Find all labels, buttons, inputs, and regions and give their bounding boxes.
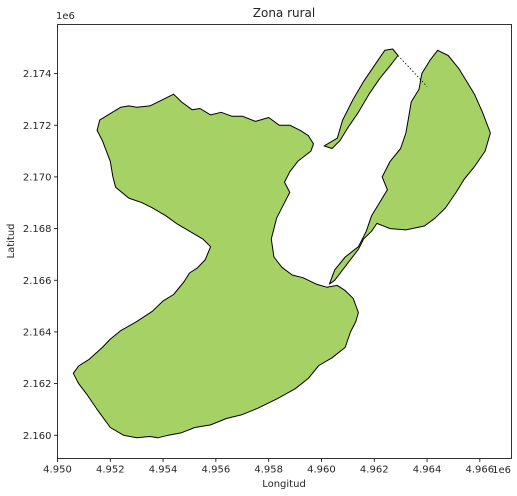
y-offset-label: 1e6: [56, 11, 75, 22]
y-tick-label: 2.162: [23, 379, 52, 390]
polygon-east-region: [328, 49, 491, 285]
x-axis-ticks: 4.950 4.952 4.954 4.956 4.958 4.960 4.962 4.964…: [43, 458, 495, 476]
y-tick-label: 2.170: [23, 172, 52, 183]
x-tick-label: 4.954: [149, 465, 178, 476]
y-tick-label: 2.160: [23, 431, 52, 442]
y-axis-ticks: 2.160 2.162 2.164 2.166 2.168 2.170 2.172 2.174: [23, 69, 58, 442]
polygons-layer: [72, 48, 491, 439]
y-tick-label: 2.168: [23, 224, 52, 235]
x-tick-label: 4.960: [307, 465, 336, 476]
dashed-boundary-connector: [397, 55, 428, 87]
x-offset-label: 1e6: [492, 465, 511, 476]
y-tick-label: 2.166: [23, 276, 52, 287]
y-tick-label: 2.164: [23, 327, 52, 338]
y-tick-label: 2.172: [23, 121, 52, 132]
x-axis-label: Longitud: [262, 479, 306, 490]
map-axes: 4.950 4.952 4.954 4.956 4.958 4.960 4.962 4.964…: [23, 24, 512, 476]
x-tick-label: 4.950: [43, 465, 72, 476]
y-axis-label: Latitud: [6, 223, 17, 258]
x-tick-label: 4.966: [466, 465, 495, 476]
connector-layer: [397, 55, 428, 87]
x-tick-label: 4.952: [96, 465, 125, 476]
x-tick-label: 4.956: [202, 465, 231, 476]
x-tick-label: 4.964: [413, 465, 442, 476]
x-tick-label: 4.958: [254, 465, 283, 476]
polygon-main-region: [72, 93, 359, 439]
x-tick-label: 4.962: [360, 465, 389, 476]
chart-title: Zona rural: [253, 6, 316, 20]
y-tick-label: 2.174: [23, 69, 52, 80]
